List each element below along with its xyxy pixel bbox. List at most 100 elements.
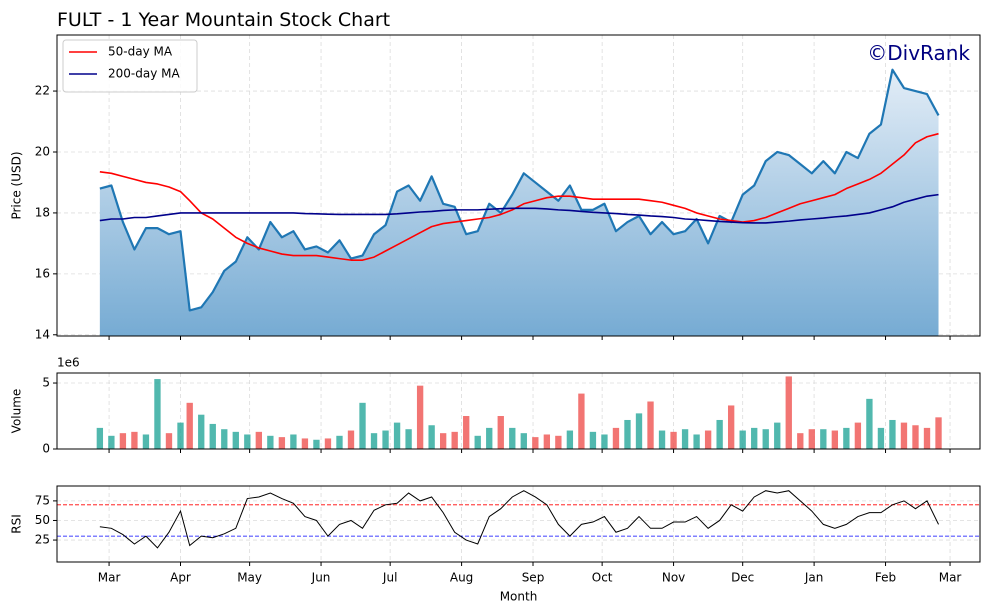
y-tick-label: 18 xyxy=(35,205,50,219)
volume-bar xyxy=(923,427,931,449)
volume-bar xyxy=(578,393,585,449)
legend-box xyxy=(62,39,198,93)
ma-line xyxy=(99,193,939,224)
volume-bar xyxy=(912,425,919,449)
volume-bar xyxy=(405,429,412,449)
volume-bar xyxy=(808,429,815,449)
volume-bar xyxy=(209,423,216,449)
volume-bar xyxy=(670,431,677,449)
volume-bar xyxy=(785,376,792,449)
y-tick-label: 14 xyxy=(35,327,50,341)
chart-title: FULT - 1 Year Mountain Stock Chart xyxy=(57,9,390,31)
volume-bar xyxy=(301,438,309,449)
offset-label: 1e6 xyxy=(57,356,80,370)
volume-bar xyxy=(681,429,689,449)
x-tick-label: Mar xyxy=(98,571,121,585)
volume-bar xyxy=(108,435,115,449)
volume-bar xyxy=(313,439,320,449)
volume-bar xyxy=(497,416,504,449)
volume-bar xyxy=(290,434,297,449)
price-area xyxy=(99,69,939,336)
y-axis-label: Volume xyxy=(10,389,24,434)
x-tick-label: Apr xyxy=(170,571,191,585)
volume-bar xyxy=(589,431,597,449)
volume-bar xyxy=(555,435,562,449)
volume-bar xyxy=(428,425,435,449)
volume-bar xyxy=(704,430,712,449)
x-tick-label: Aug xyxy=(450,571,473,585)
volume-bar xyxy=(221,429,228,449)
x-tick-label: Jun xyxy=(311,571,331,585)
volume-bar xyxy=(278,437,286,449)
volume-bar xyxy=(474,435,481,449)
y-tick-label: 0 xyxy=(42,442,50,456)
watermark: ©DivRank xyxy=(867,41,970,65)
volume-bar xyxy=(244,434,251,449)
y-tick-label: 16 xyxy=(35,266,50,280)
legend-label: 50-day MA xyxy=(108,45,173,59)
volume-bar xyxy=(900,422,908,449)
volume-bar xyxy=(439,433,447,449)
volume-bar xyxy=(198,414,205,449)
volume-bar xyxy=(624,419,631,449)
volume-bar xyxy=(416,385,424,449)
volume-bar xyxy=(347,430,355,449)
volume-bar xyxy=(854,422,862,449)
volume-bar xyxy=(831,430,839,449)
volume-bar xyxy=(774,422,781,449)
x-tick-label: Oct xyxy=(592,571,613,585)
panel-frame xyxy=(56,372,981,450)
volume-bar xyxy=(820,429,827,449)
y-axis-label: RSI xyxy=(10,514,24,534)
volume-bar xyxy=(142,434,150,449)
volume-bar xyxy=(370,433,378,449)
volume-bar xyxy=(131,431,138,449)
x-tick-label: May xyxy=(237,571,262,585)
volume-bar xyxy=(543,434,551,449)
volume-bar xyxy=(336,435,343,449)
panel-frame xyxy=(56,485,981,563)
volume-bar xyxy=(154,379,161,449)
volume-bar xyxy=(324,438,332,449)
volume-bar xyxy=(866,398,873,449)
volume-bar xyxy=(566,430,574,449)
volume-bar xyxy=(797,433,804,449)
y-tick-label: 75 xyxy=(35,493,50,507)
volume-bar xyxy=(267,435,274,449)
volume-bar xyxy=(186,402,193,449)
volume-bar xyxy=(165,433,173,449)
volume-bar xyxy=(451,431,458,449)
y-tick-label: 22 xyxy=(35,84,50,98)
legend-label: 200-day MA xyxy=(108,67,180,81)
x-axis-label: Month xyxy=(500,590,538,604)
x-tick-label: Jan xyxy=(804,571,824,585)
x-tick-label: Dec xyxy=(731,571,754,585)
volume-bar xyxy=(739,430,746,449)
legend: 50-day MA 200-day MA xyxy=(62,39,198,93)
x-tick-label: Nov xyxy=(662,571,685,585)
y-tick-label: 20 xyxy=(35,144,50,158)
volume-bar xyxy=(693,434,700,449)
y-axis-label: Price (USD) xyxy=(10,151,24,219)
volume-bar xyxy=(727,405,735,449)
rsi-line xyxy=(99,490,939,549)
volume-bar xyxy=(612,427,620,449)
volume-bar xyxy=(509,427,516,449)
volume-bar xyxy=(359,402,366,449)
price-line xyxy=(99,68,940,312)
x-tick-label: Sep xyxy=(522,571,545,585)
y-tick-label: 5 xyxy=(42,376,50,390)
volume-bar xyxy=(877,427,885,449)
x-tick-label: Mar xyxy=(939,571,962,585)
volume-bar xyxy=(96,427,104,449)
volume-bar xyxy=(647,401,654,449)
ma-line xyxy=(99,132,939,261)
volume-bar xyxy=(843,427,850,449)
volume-bar xyxy=(255,431,263,449)
y-tick-label: 25 xyxy=(35,533,50,547)
volume-bar xyxy=(716,419,723,449)
volume-bar xyxy=(532,437,539,449)
volume-bar xyxy=(889,419,896,449)
x-tick-label: Jul xyxy=(382,571,397,585)
volume-bar xyxy=(658,430,666,449)
